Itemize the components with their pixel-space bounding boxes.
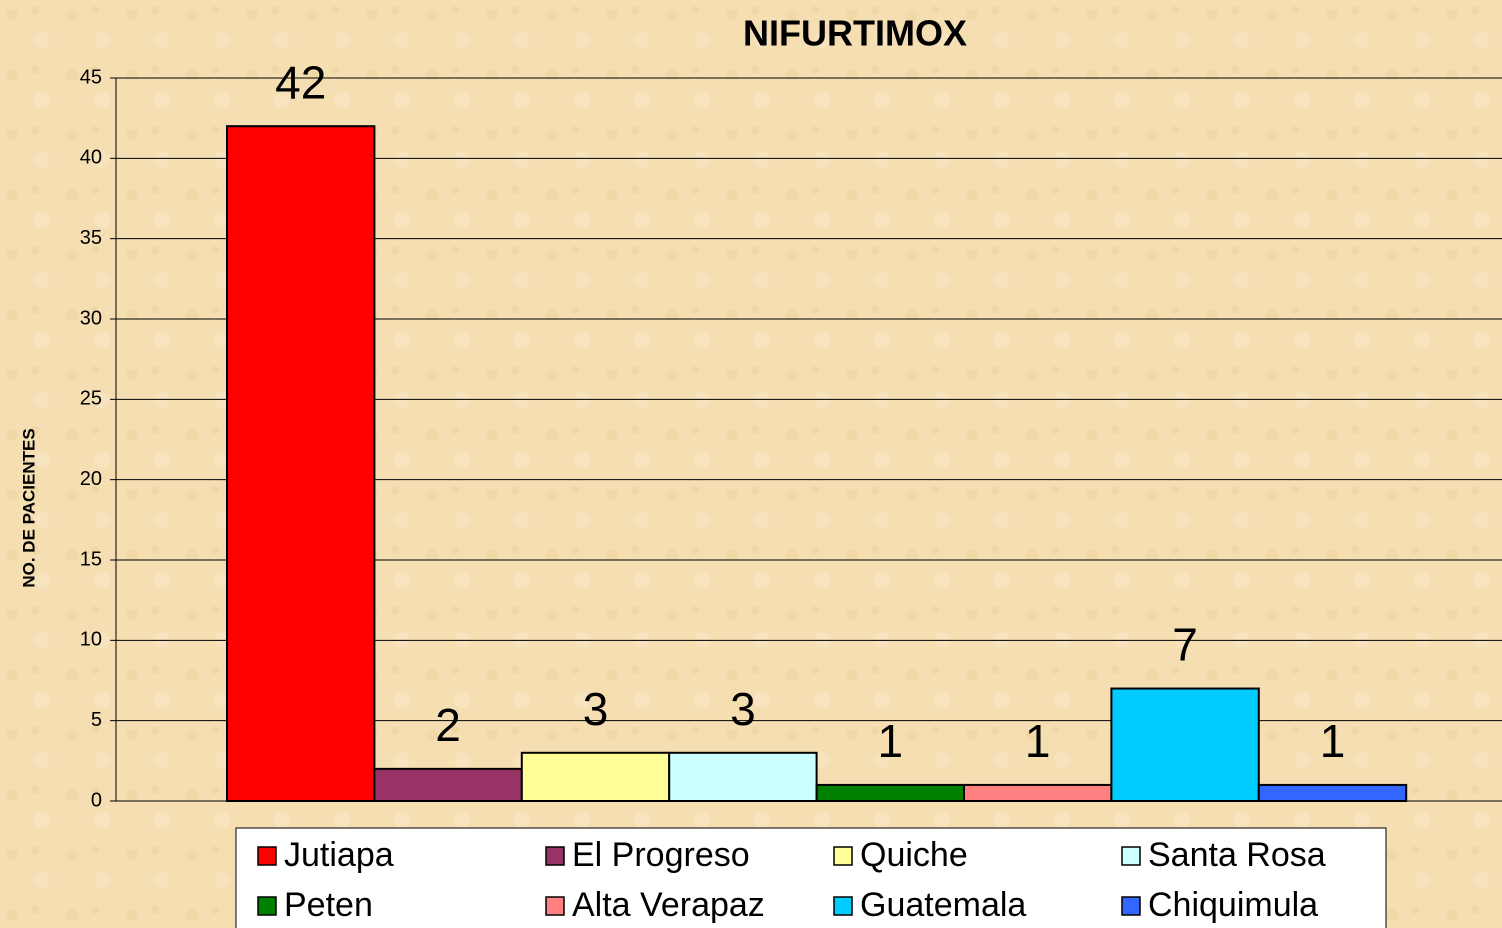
- legend-swatch: [257, 896, 277, 916]
- legend-swatch: [1121, 846, 1141, 866]
- data-label: 7: [1172, 619, 1198, 671]
- bar: [963, 783, 1113, 803]
- bar: [668, 751, 818, 802]
- y-tick-label: 10: [80, 629, 102, 651]
- data-label: 3: [583, 683, 609, 735]
- y-tick-label: 30: [80, 307, 102, 329]
- bar: [815, 783, 965, 803]
- y-tick-label: 45: [80, 66, 102, 88]
- legend-swatch: [833, 896, 853, 916]
- y-tick-label: 20: [80, 468, 102, 490]
- legend-label: El Progreso: [572, 836, 750, 874]
- data-label: 1: [1025, 715, 1051, 767]
- y-tick-label: 0: [91, 789, 102, 811]
- legend-label: Chiquimula: [1148, 886, 1318, 924]
- bar: [1110, 687, 1260, 802]
- legend-label: Jutiapa: [284, 836, 394, 874]
- legend-swatch: [545, 846, 565, 866]
- legend-swatch: [833, 846, 853, 866]
- bar: [226, 125, 376, 802]
- legend-label: Peten: [284, 886, 373, 924]
- bar: [1257, 783, 1408, 803]
- y-tick-label: 5: [91, 709, 102, 731]
- data-label: 42: [275, 56, 326, 108]
- data-label: 2: [435, 699, 461, 751]
- chart-title: NIFURTIMOX: [743, 13, 967, 54]
- y-tick-label: 40: [80, 147, 102, 169]
- legend-label: Guatemala: [860, 886, 1026, 924]
- data-label: 3: [730, 683, 756, 735]
- y-tick-label: 35: [80, 227, 102, 249]
- legend-label: Quiche: [860, 836, 968, 874]
- y-tick-label: 15: [80, 548, 102, 570]
- y-axis-label: NO. DE PACIENTES: [19, 428, 38, 587]
- legend-swatch: [257, 846, 277, 866]
- legend-label: Santa Rosa: [1148, 836, 1326, 874]
- data-label: 1: [878, 715, 904, 767]
- legend-swatch: [1121, 896, 1141, 916]
- bar: [373, 767, 523, 802]
- legend-box: [235, 827, 1387, 928]
- data-label: 1: [1320, 715, 1346, 767]
- y-tick-label: 25: [80, 388, 102, 410]
- legend-label: Alta Verapaz: [572, 886, 765, 924]
- legend-swatch: [545, 896, 565, 916]
- bar: [520, 751, 671, 802]
